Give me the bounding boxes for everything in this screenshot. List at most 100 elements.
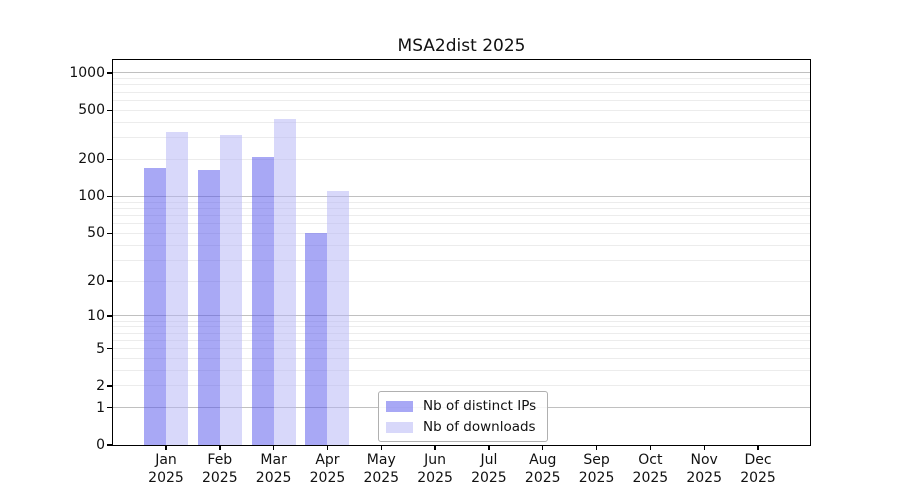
legend-item-distinct-ips: Nb of distinct IPs <box>386 398 536 414</box>
minor-gridline <box>113 244 810 246</box>
y-tick-label: 1000 <box>69 64 105 81</box>
x-tick-mark <box>272 445 275 450</box>
major-gridline <box>113 72 810 74</box>
y-tick-label: 0 <box>96 437 105 453</box>
minor-gridline <box>113 99 810 101</box>
x-tick-year: 2025 <box>524 469 561 486</box>
y-tick-label: 100 <box>78 188 105 205</box>
x-tick-month: Feb <box>207 452 233 468</box>
minor-gridline <box>113 326 810 328</box>
x-tick-label-may: May 2025 <box>352 452 410 487</box>
minor-gridline <box>113 91 810 93</box>
minor-gridline <box>113 339 810 341</box>
y-tick-label: 10 <box>87 307 105 324</box>
bar-distinct-ips-feb <box>197 169 220 445</box>
bar-downloads-feb <box>219 135 242 445</box>
minor-gridline <box>113 232 810 234</box>
minor-gridline <box>113 348 810 349</box>
y-tick-mark <box>107 280 113 282</box>
minor-gridline <box>113 280 810 282</box>
x-tick-month: May <box>366 452 396 468</box>
legend-label-downloads: Nb of downloads <box>423 419 536 435</box>
x-tick-month: Jul <box>480 452 498 468</box>
minor-gridline <box>113 223 810 225</box>
x-tick-label-apr: Apr 2025 <box>298 452 356 487</box>
plot-area: 1000 500 200 100 50 20 10 5 2 1 0 Jan 2025 Feb 2025 Mar… <box>69 60 810 486</box>
x-tick-mark <box>488 445 490 450</box>
x-tick-mark <box>649 445 652 450</box>
y-tick-label: 5 <box>96 340 105 357</box>
x-tick-year: 2025 <box>201 469 238 486</box>
y-tick-mark <box>107 72 113 74</box>
bar-distinct-ips-apr <box>305 233 328 445</box>
x-tick-mark <box>380 445 382 450</box>
x-tick-month: Mar <box>260 452 287 468</box>
y-tick-mark <box>107 385 113 387</box>
x-tick-year: 2025 <box>740 469 776 486</box>
minor-gridline <box>113 357 810 359</box>
x-tick-month: Apr <box>315 452 340 468</box>
x-tick-label-jun: Jun 2025 <box>406 452 464 487</box>
x-tick-mark <box>434 445 436 450</box>
major-gridline <box>113 315 810 317</box>
minor-gridline <box>113 78 810 80</box>
y-tick-mark <box>107 347 113 350</box>
x-tick-month: Jun <box>424 452 447 468</box>
x-tick-year: 2025 <box>363 469 400 486</box>
minor-gridline <box>113 214 810 216</box>
bar-distinct-ips-jan <box>144 168 166 445</box>
y-tick-label: 1 <box>96 399 105 416</box>
x-tick-mark <box>703 445 705 450</box>
x-tick-mark <box>595 445 598 450</box>
minor-gridline <box>113 109 810 111</box>
chart-title: MSA2dist 2025 <box>397 36 526 56</box>
x-tick-year: 2025 <box>309 469 346 486</box>
x-tick-year: 2025 <box>686 469 722 486</box>
x-tick-year: 2025 <box>417 469 453 486</box>
x-tick-label-jan: Jan 2025 <box>137 452 195 487</box>
x-tick-month: Sep <box>583 452 610 468</box>
y-tick-label: 200 <box>78 151 105 168</box>
y-tick-label: 50 <box>87 225 105 242</box>
x-tick-mark <box>219 445 221 450</box>
x-tick-mark <box>165 445 167 450</box>
x-tick-mark <box>326 445 329 450</box>
x-tick-year: 2025 <box>255 469 292 486</box>
x-tick-mark <box>542 445 544 450</box>
x-tick-year: 2025 <box>632 469 669 486</box>
legend-swatch-distinct-ips <box>386 400 413 412</box>
x-tick-year: 2025 <box>148 469 184 486</box>
bar-distinct-ips-mar <box>251 156 274 445</box>
minor-gridline <box>113 201 810 203</box>
x-tick-year: 2025 <box>471 469 507 486</box>
bar-downloads-apr <box>327 191 350 445</box>
minor-gridline <box>113 385 810 387</box>
minor-gridline <box>113 259 810 261</box>
major-gridline <box>113 195 810 197</box>
y-tick-mark <box>107 195 113 198</box>
y-tick-mark <box>107 315 113 317</box>
y-tick-mark <box>107 158 113 161</box>
minor-gridline <box>113 332 810 334</box>
x-tick-month: Oct <box>638 452 663 468</box>
y-tick-mark <box>107 109 113 111</box>
minor-gridline <box>113 207 810 209</box>
bar-downloads-mar <box>273 118 296 445</box>
x-tick-month: Jan <box>155 452 177 468</box>
legend: Nb of distinct IPs Nb of downloads <box>378 391 549 442</box>
x-tick-label-oct: Oct 2025 <box>621 452 679 487</box>
minor-gridline <box>113 121 810 123</box>
legend-label-distinct-ips: Nb of distinct IPs <box>423 398 537 414</box>
x-tick-mark <box>757 445 759 450</box>
minor-gridline <box>113 158 810 160</box>
minor-gridline <box>113 320 810 322</box>
y-tick-mark <box>107 406 113 409</box>
legend-item-downloads: Nb of downloads <box>386 419 536 435</box>
x-tick-month: Aug <box>529 452 557 468</box>
y-tick-mark <box>107 444 113 446</box>
x-tick-label-feb: Feb 2025 <box>191 452 249 487</box>
x-tick-label-dec: Dec 2025 <box>729 452 787 487</box>
y-tick-label: 2 <box>96 377 105 394</box>
x-tick-year: 2025 <box>578 469 615 486</box>
